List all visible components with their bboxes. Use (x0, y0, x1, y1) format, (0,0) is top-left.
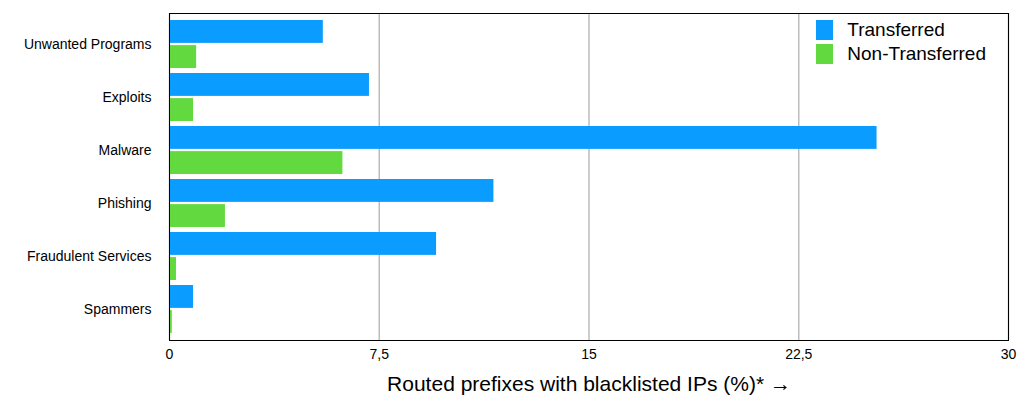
svg-text:Routed prefixes with blacklist: Routed prefixes with blacklisted IPs (%)… (387, 372, 791, 395)
html-text:Non-Transferred: Non-Transferred (847, 43, 986, 64)
svg-text:Malware: Malware (99, 142, 152, 158)
svg-text:Exploits: Exploits (102, 89, 151, 105)
html-text:Transferred: Transferred (847, 19, 945, 40)
svg-text:Spammers: Spammers (84, 301, 152, 317)
svg-text:30: 30 (1001, 346, 1017, 362)
svg-text:Unwanted Programs: Unwanted Programs (24, 36, 152, 52)
svg-text:22,5: 22,5 (785, 346, 812, 362)
svg-text:0: 0 (166, 346, 174, 362)
svg-text:Fraudulent Services: Fraudulent Services (27, 248, 152, 264)
svg-text:7,5: 7,5 (370, 346, 390, 362)
svg-text:Phishing: Phishing (98, 195, 152, 211)
svg-text:15: 15 (581, 346, 597, 362)
